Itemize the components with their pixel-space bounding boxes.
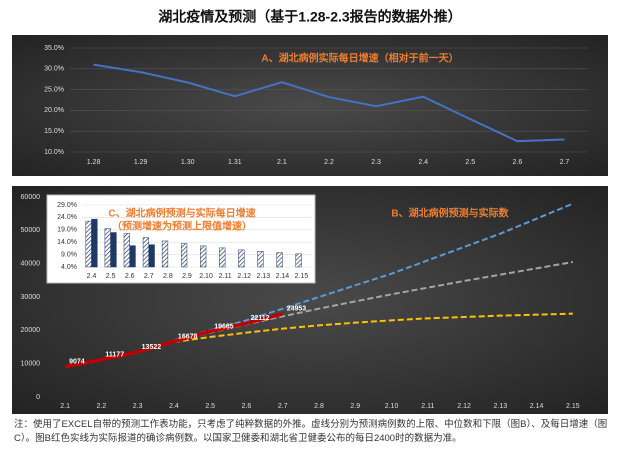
x-tick-label: 2.13 — [256, 273, 270, 280]
x-tick-label: 2.9 — [182, 273, 192, 280]
page-title: 湖北疫情及预测（基于1.28-2.3报告的数据外推） — [158, 9, 461, 25]
bar — [257, 251, 264, 268]
x-tick-label: 2.10 — [385, 403, 399, 410]
y-tick-label: 20000 — [21, 327, 41, 334]
x-tick-label: 2.6 — [242, 403, 252, 410]
data-label: 19665 — [214, 323, 234, 330]
x-tick-label: 2.7 — [278, 403, 288, 410]
y-tick-label: 10.0% — [44, 149, 64, 156]
x-tick-label: 2.14 — [530, 403, 544, 410]
x-tick-label: 2.4 — [169, 403, 179, 410]
series-line — [93, 63, 565, 143]
bar — [142, 237, 150, 268]
x-tick-label: 1.31 — [228, 159, 242, 166]
bar — [238, 249, 245, 268]
y-tick-label: 0 — [36, 394, 40, 401]
data-label: 22112 — [250, 315, 269, 322]
x-tick-label: 2.11 — [219, 273, 232, 280]
bar — [295, 253, 302, 268]
x-tick-label: 2.3 — [133, 403, 143, 410]
chart-subtitle: （预测增速为预测上限值增速） — [112, 220, 252, 233]
y-tick-label: 4.0% — [61, 264, 77, 271]
bar — [276, 252, 283, 268]
x-tick-label: 2.3 — [371, 159, 381, 166]
bar — [129, 245, 136, 268]
x-tick-label: 2.8 — [163, 273, 173, 280]
x-tick-label: 2.2 — [97, 403, 107, 410]
x-tick-label: 2.13 — [494, 403, 508, 410]
x-tick-label: 2.1 — [277, 159, 287, 166]
x-tick-label: 2.8 — [314, 403, 324, 410]
data-label: 11177 — [105, 352, 124, 359]
bar — [104, 228, 111, 268]
x-tick-label: 2.14 — [276, 273, 290, 280]
x-tick-label: 1.29 — [134, 159, 148, 166]
x-tick-label: 2.7 — [560, 159, 570, 166]
x-tick-label: 2.10 — [199, 273, 213, 280]
bar — [180, 243, 188, 268]
x-tick-label: 2.2 — [324, 159, 334, 166]
y-tick-label: 10000 — [21, 361, 41, 368]
footnote: 注：使用了EXCEL自带的预测工作表功能，只考虑了纯粹数据的外推。虚线分别为预测… — [14, 419, 608, 444]
x-tick-label: 2.15 — [566, 403, 580, 410]
y-tick-label: 60000 — [21, 194, 41, 201]
x-tick-label: 2.6 — [125, 273, 135, 280]
data-label: 9074 — [69, 359, 85, 366]
y-tick-label: 29.0% — [57, 202, 77, 209]
x-tick-label: 2.1 — [60, 403, 70, 410]
y-tick-label: 19.0% — [57, 227, 77, 234]
bar — [85, 220, 92, 268]
x-tick-label: 2.5 — [205, 403, 215, 410]
series-line — [64, 312, 284, 369]
bar — [219, 247, 226, 268]
y-tick-label: 20.0% — [44, 107, 64, 114]
chart-title: C、湖北病例预测与实际每日增速 — [108, 207, 255, 220]
x-tick-label: 2.5 — [106, 273, 116, 280]
annotation: A、湖北病例实际每日增速（相对于前一天） — [261, 52, 458, 65]
x-tick-label: 2.7 — [144, 273, 154, 280]
x-tick-label: 1.28 — [87, 159, 101, 166]
y-tick-label: 30.0% — [44, 66, 64, 73]
panel-a — [12, 35, 608, 176]
y-tick-label: 24.0% — [57, 214, 77, 221]
y-tick-label: 35.0% — [44, 45, 64, 52]
chart: 湖北疫情及预测（基于1.28-2.3报告的数据外推） 10.0% 15.0% 20.… — [12, 9, 608, 414]
bar — [123, 233, 130, 268]
x-tick-label: 2.5 — [465, 159, 475, 166]
y-tick-label: 14.0% — [57, 239, 77, 246]
x-tick-label: 2.12 — [237, 273, 251, 280]
y-tick-label: 15.0% — [44, 128, 64, 135]
bar — [200, 245, 207, 268]
y-tick-label: 9.0% — [61, 251, 77, 258]
bar — [161, 240, 169, 268]
bar — [91, 218, 98, 268]
y-tick-label: 50000 — [21, 227, 41, 234]
x-tick-label: 1.30 — [181, 159, 195, 166]
series-line — [173, 202, 574, 342]
y-tick-label: 25.0% — [44, 86, 64, 93]
x-tick-label: 2.4 — [87, 273, 97, 280]
bar — [148, 244, 155, 268]
y-tick-label: 30000 — [21, 294, 41, 301]
bar — [110, 232, 117, 268]
x-tick-label: 2.4 — [418, 159, 428, 166]
x-tick-label: 2.15 — [295, 273, 309, 280]
y-tick-label: 40000 — [21, 261, 41, 268]
data-label: 16678 — [178, 333, 198, 340]
data-label: 24953 — [287, 306, 307, 313]
series-line — [173, 312, 573, 343]
annotation: B、湖北病例预测与实际数 — [391, 207, 509, 220]
x-tick-label: 2.12 — [457, 403, 471, 410]
x-tick-label: 2.6 — [512, 159, 522, 166]
x-tick-label: 2.9 — [350, 403, 360, 410]
x-tick-label: 2.11 — [421, 403, 434, 410]
data-label: 13522 — [142, 344, 162, 351]
